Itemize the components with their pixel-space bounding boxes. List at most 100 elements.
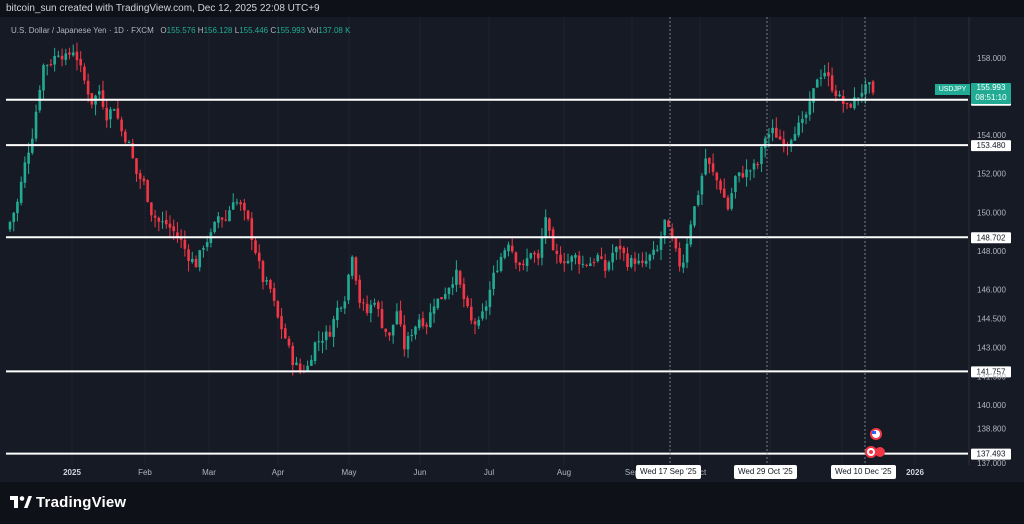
candle xyxy=(499,252,503,273)
candle xyxy=(343,296,347,315)
x-tick-label: Jun xyxy=(414,468,427,477)
y-tick-label: 146.000 xyxy=(977,285,1006,294)
candle xyxy=(492,265,495,296)
candle xyxy=(719,178,722,194)
candle-body xyxy=(871,81,875,93)
candle-body xyxy=(704,158,707,175)
candle-body xyxy=(559,254,562,263)
candle-body xyxy=(291,345,295,366)
candle-body xyxy=(793,133,797,141)
candle xyxy=(682,254,685,273)
candle-body xyxy=(269,279,272,289)
candle xyxy=(570,254,574,271)
candle xyxy=(306,360,309,372)
candle xyxy=(648,253,652,269)
candle xyxy=(629,254,633,269)
candle-body xyxy=(75,51,79,61)
candle-body xyxy=(648,254,652,261)
candle-body xyxy=(217,216,220,223)
candle xyxy=(752,159,756,178)
candle xyxy=(715,171,719,190)
candle-body xyxy=(823,72,826,77)
candle xyxy=(514,251,518,269)
y-tick-label: 138.800 xyxy=(977,424,1006,433)
candle-body xyxy=(443,294,447,299)
candle-body xyxy=(492,272,495,290)
flag-us-icon xyxy=(870,428,882,440)
candle xyxy=(280,308,283,340)
x-tick-label: Jul xyxy=(484,468,494,477)
candle-body xyxy=(53,55,56,65)
candle xyxy=(217,212,220,229)
candle xyxy=(105,100,109,128)
candle xyxy=(198,249,202,272)
level-tag-bg xyxy=(971,366,1011,378)
candle xyxy=(730,187,733,211)
candle xyxy=(507,241,510,257)
event-bubble-extra xyxy=(875,447,885,457)
candle-body xyxy=(403,324,406,350)
candle-body xyxy=(220,217,224,220)
candle-body xyxy=(336,307,339,321)
candle xyxy=(440,296,443,300)
candle xyxy=(711,153,715,176)
candle xyxy=(615,245,618,260)
candle xyxy=(853,87,856,110)
open-label: O xyxy=(160,26,167,35)
candle xyxy=(585,263,588,268)
candle-body xyxy=(674,237,678,249)
candle-body xyxy=(715,172,719,181)
candle-body xyxy=(499,256,503,271)
candle-body xyxy=(734,176,737,192)
candle xyxy=(748,169,752,181)
candle-body xyxy=(685,243,689,263)
candle-body xyxy=(693,206,696,226)
candle xyxy=(849,102,853,109)
candle xyxy=(637,253,640,265)
candle xyxy=(559,246,562,264)
candle xyxy=(183,230,187,257)
candle-body xyxy=(849,103,853,108)
y-tick-label: 158.000 xyxy=(977,54,1006,63)
candle xyxy=(544,209,547,244)
candle xyxy=(358,274,361,309)
candle-body xyxy=(440,297,443,300)
candle-body xyxy=(812,88,815,103)
candle xyxy=(823,64,826,80)
candle xyxy=(429,303,432,328)
candle-body xyxy=(425,324,428,327)
candle xyxy=(135,158,138,182)
candle-body xyxy=(860,92,864,97)
candle xyxy=(763,135,767,158)
candle-body xyxy=(782,139,786,146)
candle-body xyxy=(205,242,209,247)
candle xyxy=(79,51,82,73)
candle xyxy=(391,324,395,344)
y-tick-label: 154.000 xyxy=(977,131,1006,140)
event-icons[interactable] xyxy=(865,428,885,458)
candle-body xyxy=(295,362,298,365)
candle-body xyxy=(131,143,135,158)
candle xyxy=(321,331,324,354)
level-tag-bg xyxy=(971,140,1011,152)
candle-body xyxy=(310,359,313,366)
candle-body xyxy=(224,219,228,221)
candle xyxy=(12,211,16,232)
candle xyxy=(75,42,79,71)
tradingview-logo[interactable]: TradingView xyxy=(10,493,126,511)
candle-body xyxy=(42,65,45,91)
tradingview-logo-icon xyxy=(10,496,32,508)
candle xyxy=(551,226,555,251)
candle xyxy=(45,64,49,76)
candle-body xyxy=(127,141,131,144)
candle xyxy=(830,67,834,94)
candle-body xyxy=(257,252,261,262)
date-tag-3: Wed 10 Dec '25 xyxy=(831,465,896,479)
high-label: H xyxy=(197,26,204,35)
candle-body xyxy=(525,258,529,266)
candle xyxy=(525,248,529,272)
candle-body xyxy=(477,319,481,326)
level-price-tag: 141.757 xyxy=(971,366,1011,378)
